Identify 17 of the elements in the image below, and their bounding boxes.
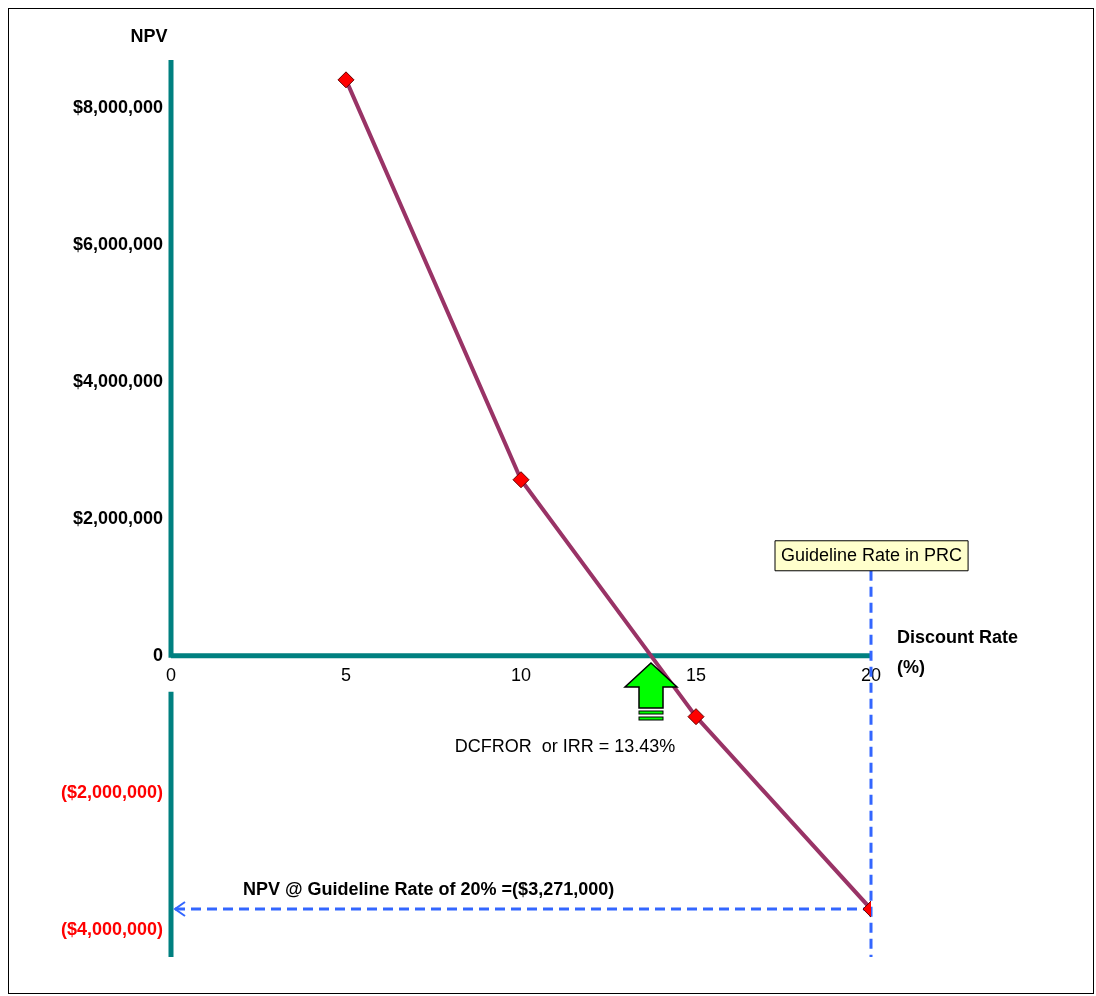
ref-line-label: NPV @ Guideline Rate of 20% =($3,271,000) — [243, 879, 615, 900]
x-axis-title: Discount Rate (%) — [897, 626, 1019, 677]
x-tick-label: 20 — [860, 665, 882, 686]
x-tick-label: 5 — [340, 665, 352, 686]
y-tick-label: $8,000,000 — [72, 96, 163, 117]
y-tick-label: 0 — [152, 644, 163, 665]
y-tick-label: $2,000,000 — [72, 507, 163, 528]
y-tick-label: $4,000,000 — [72, 370, 163, 391]
y-tick-label: $6,000,000 — [72, 233, 163, 254]
y-axis-title: NPV — [130, 25, 168, 46]
annotation: DCFROR or IRR = 13.43% — [454, 735, 676, 756]
y-tick-label: ($2,000,000) — [60, 781, 163, 802]
x-tick-label: 10 — [510, 665, 532, 686]
ref-line-label: Guideline Rate in PRC — [781, 544, 963, 565]
y-tick-label: ($4,000,000) — [60, 918, 163, 939]
x-tick-label: 0 — [165, 665, 177, 686]
x-tick-label: 15 — [685, 665, 707, 686]
